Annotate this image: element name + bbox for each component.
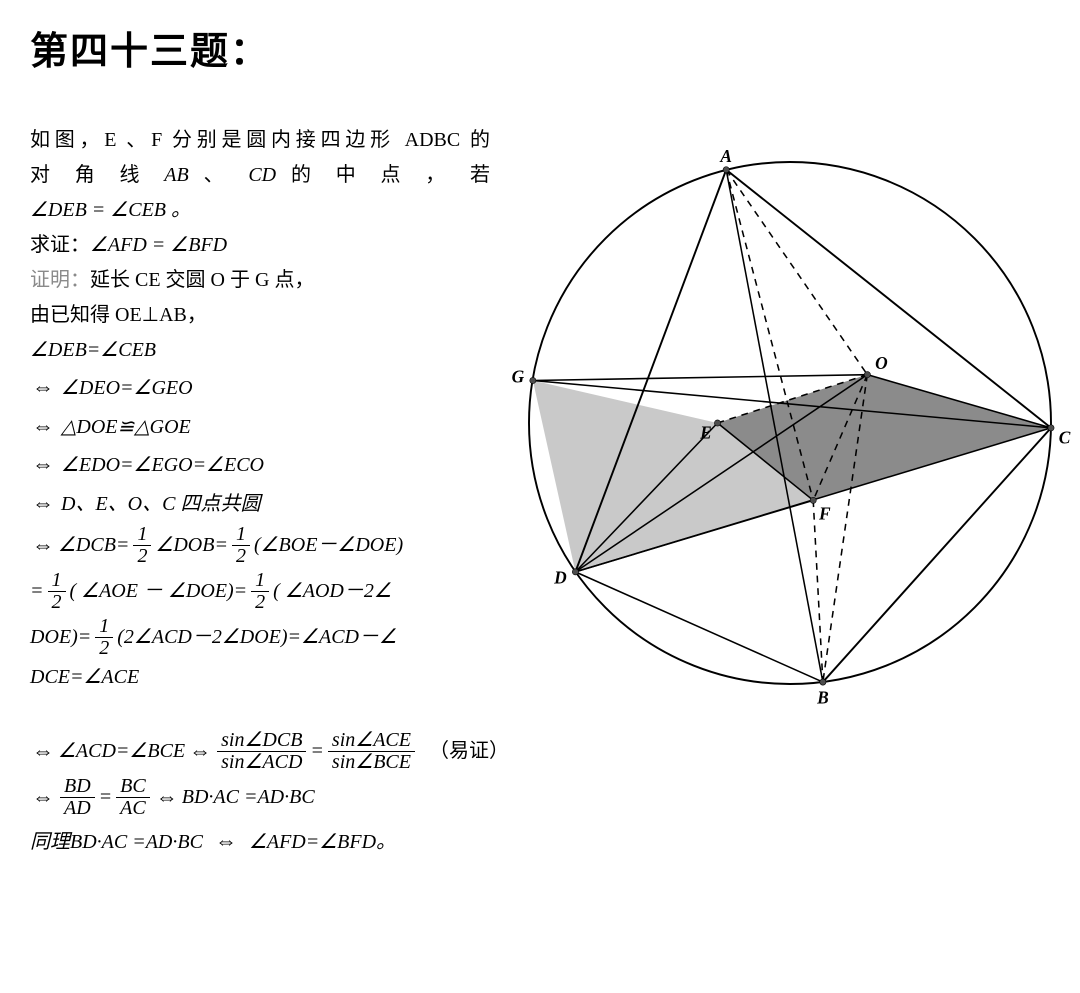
to-prove: 求证：∠AFD = ∠BFD xyxy=(30,228,490,263)
content-row: 如图，E 、F 分别是圆内接四边形 ADBC 的 对 角 线 AB 、 CD 的… xyxy=(30,123,1050,728)
problem-line-2: 对 角 线 AB 、 CD 的 中 点 ， 若 xyxy=(30,158,490,193)
proof-cont1: = 12 ( ∠AOE － ∠DOE)= 12 ( ∠AOD－2∠ xyxy=(30,568,490,614)
proof-cont3: DCE=∠ACE xyxy=(30,660,490,695)
proof-cont2: DOE)= 12 (2∠ACD－2∠DOE)=∠ACD－∠ xyxy=(30,614,490,660)
proof-l5: ⇔ D、E、O、C 四点共圆 xyxy=(30,484,490,523)
proof-l4: ⇔ ∠EDO=∠EGO=∠ECO xyxy=(30,445,490,484)
proof-l2: ⇔ ∠DEO=∠GEO xyxy=(30,368,490,407)
proof-step-extend: 证明：延长 CE 交圆 O 于 G 点， xyxy=(30,263,490,298)
svg-text:F: F xyxy=(818,504,831,524)
svg-text:G: G xyxy=(512,366,525,386)
given-angle: ∠DEB = ∠CEB 。 xyxy=(30,193,490,228)
svg-text:O: O xyxy=(875,353,888,373)
proof-known: 由已知得 OE⊥AB， xyxy=(30,298,490,333)
proof-sine-line: ⇔ ∠ACD=∠BCE ⇔ sin∠DCBsin∠ACD = sin∠ACEsi… xyxy=(30,728,1050,774)
geometry-diagram: A B C D E F G O xyxy=(500,123,1080,723)
text-column: 如图，E 、F 分别是圆内接四边形 ADBC 的 对 角 线 AB 、 CD 的… xyxy=(30,123,490,695)
svg-text:C: C xyxy=(1059,427,1071,447)
svg-text:B: B xyxy=(816,687,829,707)
proof-dcb: ⇔ ∠DCB= 12 ∠DOB= 12 (∠BOE－∠DOE) xyxy=(30,522,490,568)
svg-text:D: D xyxy=(553,567,567,587)
svg-text:E: E xyxy=(699,422,712,442)
page-title: 第四十三题： xyxy=(30,20,1050,75)
proof-l3: ⇔ △DOE≌△GOE xyxy=(30,407,490,446)
diagram-column: A B C D E F G O xyxy=(490,123,1080,728)
problem-line-1: 如图，E 、F 分别是圆内接四边形 ADBC 的 xyxy=(30,123,490,158)
proof-ratio-line: ⇔ BDAD = BCAC ⇔ BD·AC =AD·BC xyxy=(30,774,1050,820)
svg-text:A: A xyxy=(719,146,732,166)
proof-final-line: 同理BD·AC =AD·BC ⇔ ∠AFD=∠BFD。 xyxy=(30,820,1050,862)
proof-l1: ∠DEB=∠CEB xyxy=(30,333,490,368)
